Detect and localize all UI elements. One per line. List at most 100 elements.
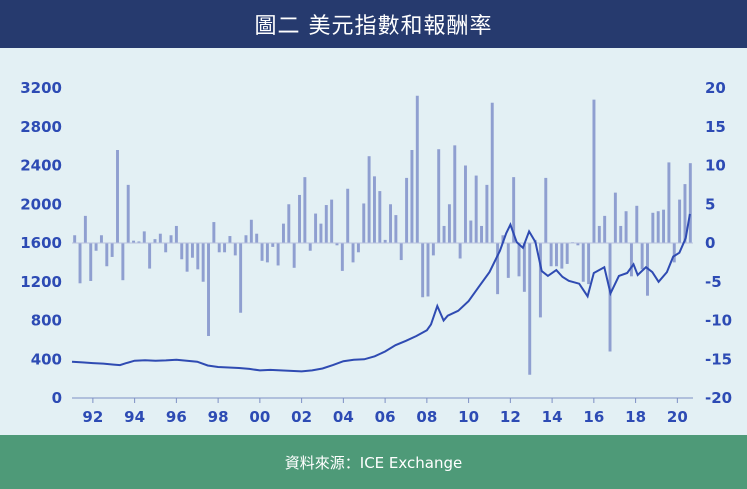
return-bar <box>89 243 93 281</box>
return-bar <box>624 211 628 243</box>
return-bar <box>319 223 323 244</box>
return-bar <box>442 225 446 243</box>
return-bar <box>351 243 355 263</box>
return-bar <box>148 243 152 269</box>
return-bar <box>501 235 505 243</box>
return-bar <box>99 235 103 243</box>
return-bar <box>576 243 580 246</box>
return-bar <box>110 243 114 257</box>
return-bar <box>94 243 98 251</box>
x-axis-tick-label: 12 <box>500 408 521 426</box>
return-bar <box>137 241 141 243</box>
x-axis-tick-label: 04 <box>333 408 354 426</box>
return-bar <box>255 233 259 243</box>
return-bar <box>217 243 221 253</box>
return-bar <box>185 243 189 272</box>
return-bar <box>174 225 178 243</box>
return-bar <box>287 204 291 243</box>
return-bar <box>549 243 553 267</box>
return-bar <box>565 243 569 264</box>
return-bar <box>158 233 162 243</box>
return-bar <box>378 191 382 243</box>
figure-title-bar: 圖二 美元指數和報酬率 <box>0 0 747 48</box>
return-bar <box>629 243 633 277</box>
left-axis-tick-label: 800 <box>31 312 62 330</box>
right-axis-tick-label: -15 <box>705 350 732 368</box>
return-bar <box>196 243 200 270</box>
x-axis-tick-label: 20 <box>667 408 688 426</box>
return-bar <box>83 215 87 244</box>
x-axis-tick-label: 02 <box>291 408 312 426</box>
return-bar <box>303 177 307 244</box>
left-axis-tick-label: 2000 <box>20 195 62 213</box>
return-bar <box>356 243 360 253</box>
chart-area: 0 400 800 1200 1600 2000 2400 2800 3200 20 15 10 5 0… <box>0 48 747 435</box>
return-bar <box>688 163 692 243</box>
return-bar <box>73 235 77 243</box>
return-bar <box>207 243 210 336</box>
return-bar <box>340 243 344 271</box>
return-bar <box>619 225 623 243</box>
return-bar <box>142 231 146 244</box>
left-axis-tick-label: 1600 <box>20 234 62 252</box>
return-bar <box>201 243 205 282</box>
right-axis-tick-label: 5 <box>705 195 715 213</box>
source-bar: 資料來源：ICE Exchange <box>0 435 747 489</box>
return-bar <box>640 243 644 270</box>
x-axis-tick-label: 00 <box>249 408 270 426</box>
left-axis-tick-label: 400 <box>31 350 62 368</box>
x-axis-tick-label: 14 <box>542 408 563 426</box>
return-bar <box>389 204 392 243</box>
return-bar <box>394 215 398 243</box>
return-bar <box>587 243 591 285</box>
return-bar <box>346 188 350 243</box>
right-axis-tick-label: 0 <box>705 234 715 252</box>
x-axis-tick-label: 98 <box>208 408 229 426</box>
return-bar <box>603 215 607 244</box>
return-bar <box>555 243 558 267</box>
right-axis-tick-label: 10 <box>705 157 726 175</box>
right-axis-tick-label: -5 <box>705 273 722 291</box>
return-bar <box>276 243 280 266</box>
return-bar <box>635 205 639 243</box>
return-bar <box>678 199 682 243</box>
return-bar <box>78 243 82 284</box>
return-bar <box>180 243 184 260</box>
left-axis-tick-label: 3200 <box>20 79 62 97</box>
right-axis-ticks: 20 15 10 5 0 -5 -10 -15 -20 <box>705 79 732 407</box>
return-bar <box>517 243 521 277</box>
x-axis-tick-label: 92 <box>82 408 103 426</box>
return-bar <box>190 243 194 258</box>
return-bar <box>249 219 253 243</box>
return-bar <box>298 194 301 243</box>
x-axis-tick-label: 08 <box>416 408 437 426</box>
return-bar <box>592 99 596 244</box>
return-bar <box>233 243 237 256</box>
right-axis-tick-label: 20 <box>705 79 726 97</box>
return-bar <box>164 243 168 253</box>
return-bar <box>683 184 687 243</box>
return-bar <box>415 95 419 243</box>
return-bar <box>169 235 173 243</box>
return-bar <box>469 220 473 243</box>
return-bar <box>431 243 435 256</box>
return-bar <box>544 177 548 243</box>
left-axis-tick-label: 2800 <box>20 118 62 136</box>
return-bar <box>453 145 457 243</box>
return-bar <box>335 243 339 246</box>
left-axis-ticks: 0 400 800 1200 1600 2000 2400 2800 3200 <box>20 79 62 407</box>
return-bar <box>496 243 500 295</box>
source-note: 資料來源：ICE Exchange <box>284 453 463 472</box>
return-bar <box>662 209 666 243</box>
return-bar <box>330 199 334 243</box>
return-bar <box>490 102 494 243</box>
return-bar <box>506 243 510 278</box>
return-bar <box>512 177 516 244</box>
x-axis-ticks: 92 94 96 98 00 02 04 06 08 10 12 14 16 18 20 <box>82 398 688 426</box>
return-bar <box>426 243 430 297</box>
return-bar <box>314 213 318 243</box>
return-bar <box>656 211 660 243</box>
x-axis-tick-label: 10 <box>458 408 479 426</box>
return-bar <box>116 150 119 243</box>
